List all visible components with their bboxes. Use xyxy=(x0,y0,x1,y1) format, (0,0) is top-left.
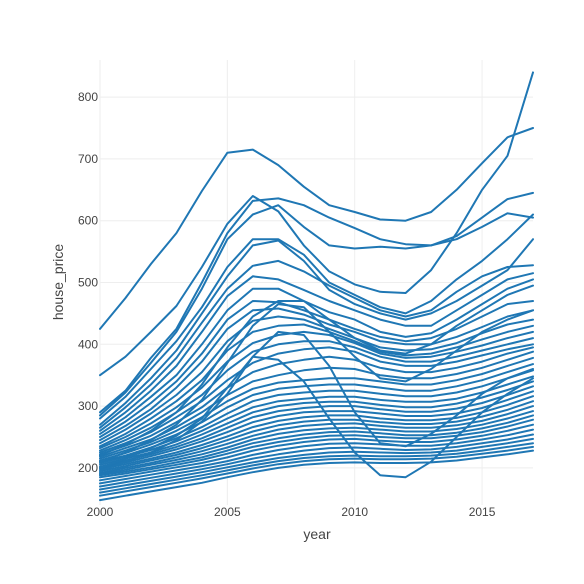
x-tick-label: 2010 xyxy=(341,505,368,519)
y-tick-label: 300 xyxy=(78,399,98,413)
series-line-s29 xyxy=(99,410,534,476)
series-line-s21 xyxy=(99,369,534,463)
series-line-s32 xyxy=(99,423,534,482)
y-tick-label: 400 xyxy=(78,337,98,351)
series-line-s8 xyxy=(99,272,534,432)
series-line-s37 xyxy=(99,445,534,497)
series-line-s23 xyxy=(99,380,534,466)
series-line-s17 xyxy=(99,346,534,456)
series-line-s14 xyxy=(99,330,534,450)
y-tick-label: 200 xyxy=(78,461,98,475)
y-tick-labels: 200 300 400 500 600 700 800 xyxy=(78,90,98,475)
series-line-s3 xyxy=(99,191,534,414)
series-line-s7 xyxy=(99,259,534,429)
series-line-s12 xyxy=(99,315,534,445)
series-line-s16 xyxy=(99,343,534,454)
x-tick-label: 2000 xyxy=(87,505,114,519)
series-line-s26 xyxy=(99,395,534,471)
series-line-s38 xyxy=(99,449,534,502)
series-line-s6 xyxy=(99,238,534,426)
y-tick-label: 800 xyxy=(78,90,98,104)
series-line-s40 xyxy=(99,330,534,472)
series-line-s33 xyxy=(99,428,534,485)
series-line-s5 xyxy=(99,213,534,420)
series-line-s35 xyxy=(99,437,534,491)
x-tick-labels: 2000 2005 2010 2015 xyxy=(87,505,496,519)
series-line-s10 xyxy=(99,300,534,438)
y-tick-label: 700 xyxy=(78,152,98,166)
series-lines xyxy=(99,71,534,502)
series-line-s19 xyxy=(99,356,534,460)
series-line-s4 xyxy=(99,204,534,417)
x-tick-label: 2015 xyxy=(469,505,496,519)
series-line-s39 xyxy=(99,355,534,479)
series-line-s34 xyxy=(99,433,534,488)
series-line-s20 xyxy=(99,363,534,462)
series-line-s41 xyxy=(99,303,534,463)
series-line-s28 xyxy=(99,405,534,474)
series-line-s13 xyxy=(99,323,534,448)
series-line-s2 xyxy=(99,71,534,377)
y-tick-label: 600 xyxy=(78,214,98,228)
x-tick-label: 2005 xyxy=(214,505,241,519)
series-line-s42 xyxy=(99,284,534,457)
y-axis-title: house_price xyxy=(50,244,66,320)
series-line-s24 xyxy=(99,385,534,468)
series-line-s31 xyxy=(99,418,534,479)
series-line-s27 xyxy=(99,400,534,472)
series-line-s18 xyxy=(99,350,534,458)
series-line-s9 xyxy=(99,278,534,435)
series-line-s1 xyxy=(99,127,534,330)
series-line-s36 xyxy=(99,442,534,494)
y-tick-label: 500 xyxy=(78,276,98,290)
x-axis-title: year xyxy=(303,526,331,542)
